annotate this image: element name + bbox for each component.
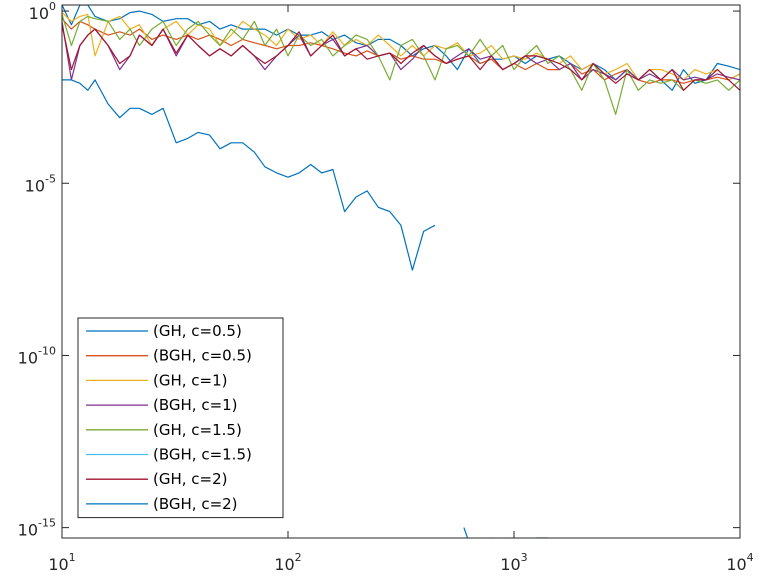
series-line-8 [62, 79, 740, 538]
y-tick-label: 10-15 [18, 517, 56, 540]
legend-entry: (GH, c=1.5) [153, 421, 242, 439]
series-layer [62, 5, 740, 538]
x-tick-label: 103 [500, 551, 527, 574]
legend-entry: (GH, c=1) [153, 371, 228, 389]
legend-box [77, 317, 284, 519]
x-tick-label: 104 [726, 551, 753, 574]
series-line-5 [62, 14, 740, 115]
y-tick-label: 10-5 [25, 172, 56, 195]
y-tick-label: 100 [29, 0, 56, 23]
series-line-2 [62, 18, 740, 84]
legend: (GH, c=0.5) (BGH, c=0.5) (GH, c=1) (BGH, c=… [77, 317, 284, 519]
legend-entry: (GH, c=2) [153, 470, 228, 488]
y-axis: 100 10-5 10-10 10-15 [18, 0, 740, 540]
series-line-7 [62, 24, 740, 91]
legend-entry: (BGH, c=1) [153, 396, 238, 414]
plot-frame [61, 4, 741, 539]
legend-entry: (BGH, c=1.5) [153, 446, 252, 464]
x-tick-label: 102 [274, 551, 301, 574]
y-tick-label: 10-10 [18, 344, 56, 367]
legend-entry: (GH, c=0.5) [153, 322, 242, 340]
x-tick-label: 101 [48, 551, 75, 574]
x-axis: 101 102 103 104 [48, 5, 754, 574]
legend-entry: (BGH, c=0.5) [153, 347, 252, 365]
legend-entry: (BGH, c=2) [153, 495, 238, 513]
series-line-3 [62, 12, 740, 81]
